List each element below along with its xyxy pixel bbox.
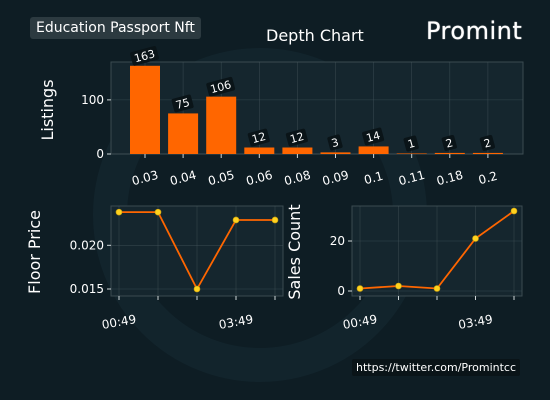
data-point — [115, 208, 123, 216]
y-tick-label: 0 — [96, 147, 104, 161]
data-label: 163 — [130, 46, 159, 66]
data-point — [472, 235, 479, 242]
data-label-background — [441, 134, 457, 151]
bar — [282, 147, 313, 154]
data-label-text: 14 — [365, 129, 382, 145]
data-label-background — [206, 76, 236, 97]
x-tick-label: 0.06 — [245, 168, 274, 188]
x-tick-label: 0.11 — [397, 168, 426, 188]
y-tick-label: 20 — [330, 234, 345, 248]
y-tick-label: 0 — [337, 284, 345, 298]
brand-logo: Promint — [426, 17, 523, 45]
data-label: 2 — [441, 134, 457, 151]
collection-name-badge: Education Passport Nft — [30, 17, 201, 39]
data-label-text: 163 — [133, 47, 157, 65]
source-url: https://twitter.com/Promintcc — [352, 359, 520, 376]
data-label-text: 1 — [406, 137, 416, 151]
y-axis-label: Listings — [38, 79, 57, 140]
data-label-background — [285, 128, 308, 147]
bar — [244, 147, 275, 154]
chart-title: Depth Chart — [266, 26, 364, 45]
x-tick-label: 0.04 — [168, 168, 197, 188]
bar — [168, 113, 199, 154]
x-tick-label: 0.1 — [363, 169, 385, 187]
data-label-text: 106 — [209, 78, 233, 96]
data-label-background — [130, 46, 159, 66]
data-point — [232, 216, 240, 224]
x-tick-label: 0.03 — [130, 168, 159, 188]
data-point — [193, 285, 201, 293]
data-point — [510, 207, 518, 215]
data-label: 12 — [285, 128, 308, 147]
bar — [130, 65, 160, 154]
bar — [320, 152, 351, 154]
data-label-background — [327, 134, 343, 151]
bar — [396, 153, 427, 154]
data-label-background — [247, 128, 270, 147]
data-point — [356, 285, 364, 292]
data-point — [395, 282, 402, 290]
data-label-text: 3 — [330, 136, 340, 150]
data-label-text: 12 — [289, 130, 306, 146]
data-label: 75 — [171, 94, 194, 113]
data-label: 14 — [362, 127, 385, 146]
data-label-text: 75 — [174, 96, 191, 112]
y-tick-label: 100 — [81, 93, 104, 107]
x-tick-label: 00:49 — [101, 312, 137, 332]
y-axis-label: Sales Count — [285, 204, 304, 299]
x-tick-label: 0.05 — [206, 168, 235, 188]
bar — [434, 152, 465, 154]
data-point — [271, 216, 279, 224]
x-tick-label: 03:49 — [457, 312, 493, 332]
data-label-background — [479, 134, 496, 151]
y-tick-label: 0.015 — [70, 282, 104, 296]
listings-bar-chart: 01001630.03750.041060.05120.06120.0830.0… — [38, 46, 524, 188]
y-tick-label: 0.020 — [70, 238, 104, 252]
x-tick-label: 03:49 — [218, 312, 254, 332]
data-label: 106 — [206, 76, 236, 97]
data-label: 2 — [479, 134, 496, 151]
x-tick-label: 0.08 — [283, 168, 312, 188]
data-label-text: 2 — [444, 136, 454, 150]
data-label-text: 2 — [482, 136, 492, 150]
data-label-background — [362, 127, 385, 146]
bar — [358, 146, 389, 154]
y-axis-label: Floor Price — [25, 210, 44, 294]
bar — [472, 152, 503, 154]
data-label: 1 — [403, 135, 419, 152]
x-tick-label: 0.18 — [435, 168, 464, 188]
data-label-text: 12 — [250, 130, 267, 146]
floor-price-line-chart: 00:49 03:49 0.015 0.020 Floor Price — [25, 205, 284, 332]
data-label: 3 — [327, 134, 343, 151]
data-label-background — [403, 135, 419, 152]
x-tick-label: 0.09 — [321, 168, 350, 188]
x-tick-label: 0.2 — [477, 169, 499, 187]
x-tick-label: 00:49 — [342, 312, 378, 332]
data-point — [433, 285, 441, 292]
bar — [206, 96, 237, 154]
data-label-background — [171, 94, 194, 113]
data-point — [154, 208, 162, 216]
sales-count-line-chart: 00:49 03:49 0 20 Sales Count — [285, 204, 523, 332]
data-label: 12 — [247, 128, 270, 147]
